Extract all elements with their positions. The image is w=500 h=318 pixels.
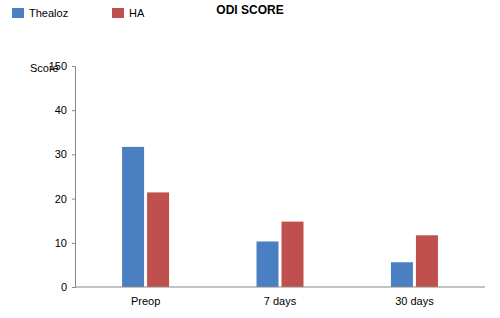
legend: Thealoz HA (12, 7, 145, 19)
axis-title: Score (30, 62, 59, 74)
tick: 40 (55, 104, 75, 116)
bars (122, 147, 438, 287)
tick-mark (72, 243, 75, 244)
legend-swatch (112, 8, 124, 18)
tick: 30 days (395, 287, 434, 307)
tick: 30 (55, 148, 75, 160)
tick-label: 10 (55, 237, 67, 249)
x-axis: Preop 7 days 30 days (75, 287, 485, 307)
bar (416, 235, 438, 287)
tick-label: 20 (55, 193, 67, 205)
title: ODI SCORE (216, 3, 283, 17)
tick-mark (72, 154, 75, 155)
tick-label: 30 days (395, 295, 434, 307)
tick-mark (72, 110, 75, 111)
tick-label: 40 (55, 104, 67, 116)
tick: 10 (55, 237, 75, 249)
legend-swatch (12, 8, 24, 18)
tick-label: Preop (131, 295, 160, 307)
tick-mark (72, 199, 75, 200)
bar (391, 262, 413, 287)
tick: 7 days (264, 287, 297, 307)
bar (282, 222, 304, 287)
tick-label: 30 (55, 148, 67, 160)
tick-label: 7 days (264, 295, 297, 307)
bar (147, 192, 169, 287)
y-axis: 010203040150 (49, 60, 76, 293)
tick-mark (72, 66, 75, 67)
tick-mark (72, 287, 75, 288)
legend-label: HA (129, 7, 145, 19)
bar (122, 147, 144, 287)
legend-label: Thealoz (29, 7, 68, 19)
tick-label: 0 (61, 281, 67, 293)
axis-line (75, 287, 485, 288)
bar (257, 241, 279, 287)
tick: Preop (131, 287, 160, 307)
axis-line (72, 67, 76, 288)
chart: ODI SCORE010203040150Preop7 days30 daysS… (0, 0, 500, 318)
tick: 0 (61, 281, 75, 293)
tick: 20 (55, 193, 75, 205)
